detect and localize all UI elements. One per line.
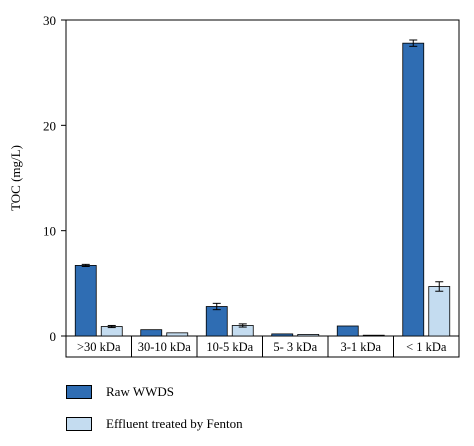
bar-chart: 0 10 20 30 TOC (mg/L) >30 kDa 30-10 kDa 10-5 kD…	[8, 13, 460, 358]
category-label: < 1 kDa	[406, 340, 447, 354]
bar-raw-wwds	[336, 325, 359, 337]
bar-fenton-effluent	[362, 334, 385, 337]
y-axis-label: TOC (mg/L)	[8, 145, 23, 211]
category-label: 5- 3 kDa	[273, 340, 317, 354]
bar-raw-wwds	[271, 333, 294, 337]
y-tick-label: 20	[43, 118, 56, 133]
bar-fenton-effluent	[166, 332, 189, 337]
plot-frame	[65, 19, 460, 337]
legend-label-fenton: Effluent treated by Fenton	[106, 416, 243, 431]
legend-item-raw: Raw WWDS	[66, 382, 243, 402]
legend-label-raw: Raw WWDS	[106, 384, 175, 399]
category-label: 10-5 kDa	[206, 340, 253, 354]
legend-swatch-raw	[66, 385, 92, 399]
bar-raw-wwds	[402, 42, 425, 337]
legend-item-fenton: Effluent treated by Fenton	[66, 414, 243, 434]
y-tick-label: 0	[50, 329, 57, 344]
category-label: 30-10 kDa	[138, 340, 192, 354]
category-label: 3-1 kDa	[340, 340, 381, 354]
legend: Raw WWDS Effluent treated by Fenton	[66, 382, 243, 446]
legend-swatch-fenton	[66, 417, 92, 431]
y-tick-label: 10	[43, 224, 56, 239]
bar-raw-wwds	[74, 265, 97, 337]
bar-raw-wwds	[140, 329, 163, 337]
category-label: >30 kDa	[77, 340, 121, 354]
y-tick-label: 30	[43, 13, 56, 28]
bar-raw-wwds	[205, 306, 228, 337]
bar-fenton-effluent	[297, 334, 320, 337]
bar-fenton-effluent	[428, 286, 451, 337]
